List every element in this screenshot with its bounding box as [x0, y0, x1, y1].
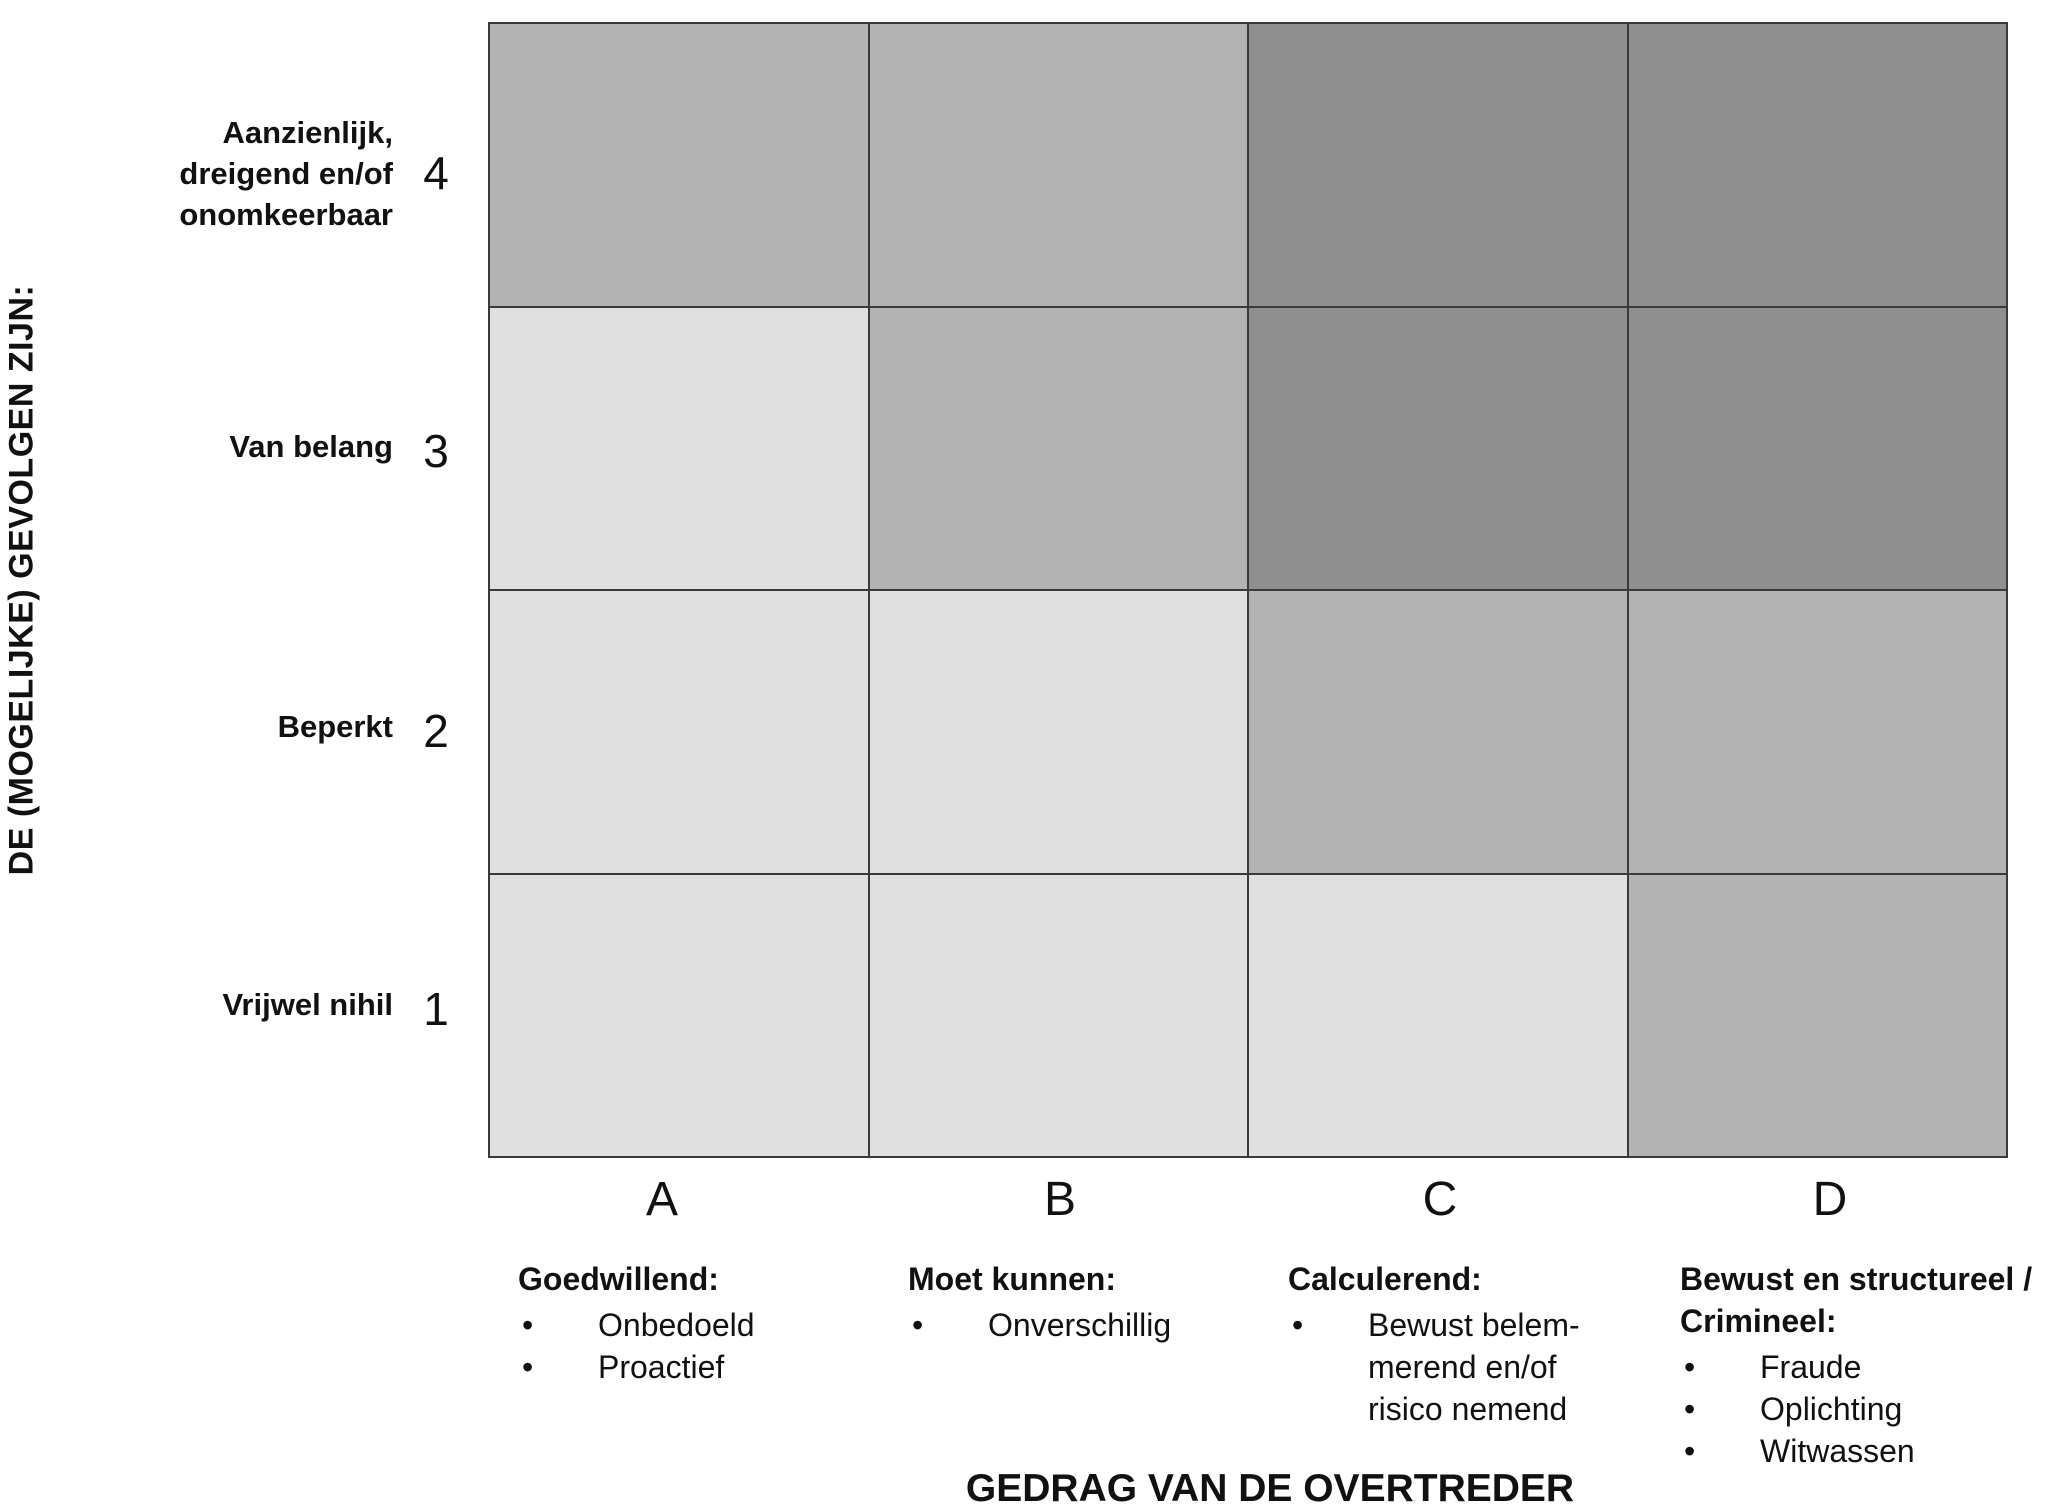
column-list-a: • Onbedoeld • Proactief [518, 1304, 858, 1388]
matrix-cell-1A [490, 874, 868, 1156]
row-number-4: 4 [423, 147, 449, 199]
column-list-d: • Fraude • Oplichting • Witwassen [1680, 1346, 2050, 1472]
row-label-4: Aanzienlijk, dreigend en/of onomkeerbaar [179, 115, 393, 232]
column-desc-b: Moet kunnen: • Onverschillig [908, 1258, 1248, 1346]
row-label-1: Vrijwel nihil [222, 987, 393, 1022]
matrix-cell-3B [869, 307, 1247, 589]
row-number-3: 3 [423, 425, 449, 477]
matrix-cell-2B [869, 591, 1247, 873]
matrix-cell-4B [869, 24, 1247, 306]
row-label-2: Beperkt [277, 709, 393, 744]
bullet-icon: • [912, 1307, 924, 1343]
matrix-cell-1C [1249, 874, 1627, 1156]
list-item: • Onverschillig [908, 1304, 1248, 1346]
column-desc-c: Calculerend: • Bewust belem-merend en/of … [1288, 1258, 1628, 1430]
column-title-b: Moet kunnen: [908, 1261, 1116, 1297]
list-item: • Oplichting [1680, 1388, 2050, 1430]
list-item: • Proactief [518, 1346, 858, 1388]
bullet-icon: • [522, 1307, 534, 1343]
column-desc-a: Goedwillend: • Onbedoeld • Proactief [518, 1258, 858, 1388]
row-number-1: 1 [423, 983, 449, 1035]
list-item: • Fraude [1680, 1346, 2050, 1388]
risk-matrix [488, 22, 2008, 1158]
matrix-cell-2D [1628, 591, 2006, 873]
row-label-3: Van belang [229, 429, 393, 464]
column-letter-b: B [1043, 1173, 1076, 1226]
matrix-cell-3A [490, 307, 868, 589]
column-letter-a: A [645, 1173, 678, 1226]
bullet-icon: • [1292, 1307, 1304, 1343]
matrix-cell-4C [1249, 24, 1627, 306]
matrix-cell-4A [490, 24, 868, 306]
column-letter-d: D [1812, 1173, 1848, 1226]
column-title-c: Calculerend: [1288, 1261, 1482, 1297]
x-axis-title: GEDRAG VAN DE OVERTREDER [965, 1467, 1575, 1510]
list-item: • Witwassen [1680, 1430, 2050, 1472]
column-list-c: • Bewust belem-merend en/of risico nemend [1288, 1304, 1628, 1430]
matrix-cell-4D [1628, 24, 2006, 306]
column-list-b: • Onverschillig [908, 1304, 1248, 1346]
column-desc-d: Bewust en structureel / Crimineel: • Frau… [1680, 1258, 2050, 1472]
matrix-cell-3C [1249, 307, 1627, 589]
bullet-icon: • [1684, 1433, 1696, 1469]
y-axis-title: DE (MOGELIJKE) GEVOLGEN ZIJN: [2, 284, 41, 876]
bullet-icon: • [522, 1349, 534, 1385]
list-item: • Bewust belem-merend en/of risico nemend [1288, 1304, 1638, 1430]
matrix-cell-1B [869, 874, 1247, 1156]
bullet-icon: • [1684, 1349, 1696, 1385]
row-number-2: 2 [423, 705, 449, 757]
matrix-cell-3D [1628, 307, 2006, 589]
column-letter-c: C [1422, 1173, 1458, 1226]
matrix-cell-2C [1249, 591, 1627, 873]
matrix-cell-2A [490, 591, 868, 873]
column-title-d: Bewust en structureel / Crimineel: [1680, 1261, 2033, 1339]
matrix-cell-1D [1628, 874, 2006, 1156]
bullet-icon: • [1684, 1391, 1696, 1427]
list-item: • Onbedoeld [518, 1304, 858, 1346]
column-title-a: Goedwillend: [518, 1261, 719, 1297]
